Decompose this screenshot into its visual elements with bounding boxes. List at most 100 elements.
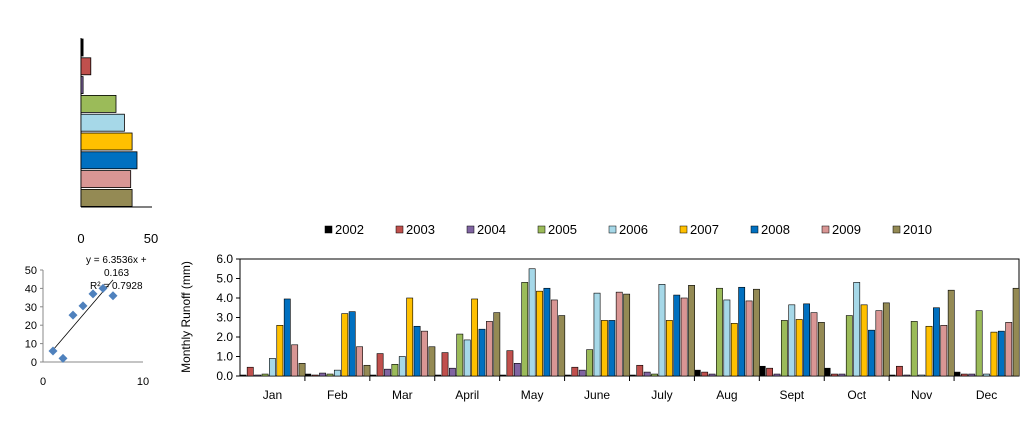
x-tick-label: Feb — [327, 388, 348, 402]
legend-swatch — [395, 225, 404, 234]
runoff-bar — [543, 287, 551, 377]
scatter-equation-label: 0.163 — [104, 268, 129, 279]
runoff-bar — [493, 312, 501, 377]
legend-swatch — [608, 225, 617, 234]
runoff-bar — [441, 352, 449, 377]
runoff-bar — [766, 367, 773, 377]
hbar-bar — [80, 188, 133, 207]
legend-label: 2008 — [761, 222, 790, 237]
runoff-bar — [341, 313, 349, 377]
hbar-bar — [80, 132, 133, 151]
runoff-bar — [680, 297, 688, 377]
runoff-bar — [788, 304, 796, 377]
x-tick-label: Sept — [779, 388, 804, 402]
runoff-bar — [910, 321, 918, 377]
x-tick-label: Nov — [911, 388, 932, 402]
runoff-bar — [730, 323, 738, 377]
runoff-bar — [623, 293, 631, 377]
runoff-bar — [651, 373, 658, 377]
runoff-bar — [363, 364, 371, 377]
scatter-x-tick-label: 10 — [137, 376, 149, 388]
runoff-bar — [239, 374, 247, 377]
runoff-bar — [723, 299, 731, 377]
x-tick-label: May — [521, 388, 544, 402]
legend-swatch — [466, 225, 475, 234]
runoff-bar — [918, 374, 926, 377]
runoff-bar — [960, 373, 968, 377]
scatter-y-tick-label: 50 — [25, 265, 37, 277]
scatter-point — [98, 283, 108, 293]
scatter-point — [58, 353, 68, 363]
x-tick-label: April — [455, 388, 479, 402]
runoff-bar — [304, 373, 312, 377]
runoff-bar — [246, 366, 254, 377]
runoff-bar — [406, 297, 414, 377]
runoff-bar — [434, 374, 442, 377]
runoff-bar — [875, 310, 883, 377]
runoff-bar — [933, 307, 940, 377]
runoff-bar — [838, 373, 846, 377]
runoff-bar — [673, 294, 681, 377]
runoff-bar — [636, 364, 644, 377]
runoff-bar — [521, 282, 529, 377]
runoff-bar — [376, 353, 384, 377]
x-tick-label: Jan — [263, 388, 282, 402]
scatter-r2-label: R² = 0.7928 — [90, 281, 143, 292]
legend-label: 2002 — [335, 222, 364, 237]
y-tick-label: 1.0 — [216, 350, 233, 364]
x-tick-label: June — [584, 388, 610, 402]
legend-label: 2004 — [477, 222, 506, 237]
runoff-bar — [745, 300, 753, 377]
scatter-y-tick-label: 30 — [25, 302, 37, 314]
runoff-bar — [868, 329, 875, 377]
runoff-bar — [947, 289, 955, 377]
y-tick-label: 2.0 — [216, 330, 233, 344]
scatter-x-tick-label: 0 — [40, 376, 46, 388]
runoff-bar — [990, 331, 998, 377]
legend-label: 2006 — [619, 222, 648, 237]
y-tick-label: 6.0 — [216, 252, 233, 266]
runoff-bar — [369, 374, 377, 377]
scatter-chart: y = 6.3536x + 0.163 R² = 0.7928 0 10 20 30 4… — [25, 255, 149, 388]
runoff-bar — [536, 290, 543, 377]
runoff-bar — [708, 373, 716, 377]
runoff-bar — [896, 365, 903, 377]
runoff-bar — [254, 374, 262, 377]
scatter-point — [108, 291, 118, 301]
runoff-bar — [528, 268, 536, 377]
runoff-bar — [269, 358, 276, 377]
legend-label: 2007 — [690, 222, 719, 237]
monthly-runoff-chart: Monthly Runoff (mm) 0.0 1.0 2.0 3.0 4.0 5.0 6.… — [179, 222, 1020, 402]
runoff-bar — [586, 349, 594, 377]
runoff-bar — [499, 374, 506, 377]
y-tick-label: 0.0 — [216, 369, 233, 383]
scatter-point — [48, 346, 58, 356]
runoff-bar — [449, 367, 456, 377]
hbar-x-tick-label: 50 — [144, 231, 158, 246]
runoff-bar — [506, 350, 514, 377]
runoff-bar — [564, 374, 571, 377]
legend-swatch — [324, 225, 333, 234]
runoff-bar — [478, 328, 486, 377]
hbar-bar — [80, 95, 117, 113]
runoff-bar — [925, 325, 933, 377]
y-axis-title: Monthly Runoff (mm) — [179, 261, 193, 373]
scatter-point — [68, 310, 78, 320]
runoff-bar — [758, 365, 766, 377]
runoff-bar — [471, 298, 479, 377]
runoff-bar — [983, 373, 990, 377]
y-tick-label: 4.0 — [216, 291, 233, 305]
runoff-bar — [975, 310, 983, 377]
hbar-bar — [80, 38, 84, 57]
runoff-bar — [326, 373, 334, 377]
runoff-bar — [853, 282, 861, 377]
scatter-y-tick-label: 10 — [25, 339, 37, 351]
runoff-bar — [608, 320, 616, 377]
runoff-bar — [803, 303, 810, 377]
runoff-bar — [311, 374, 319, 377]
runoff-bar — [398, 356, 406, 377]
runoff-bar — [276, 324, 284, 377]
hbar-bar — [80, 170, 132, 189]
runoff-bar — [578, 369, 586, 377]
